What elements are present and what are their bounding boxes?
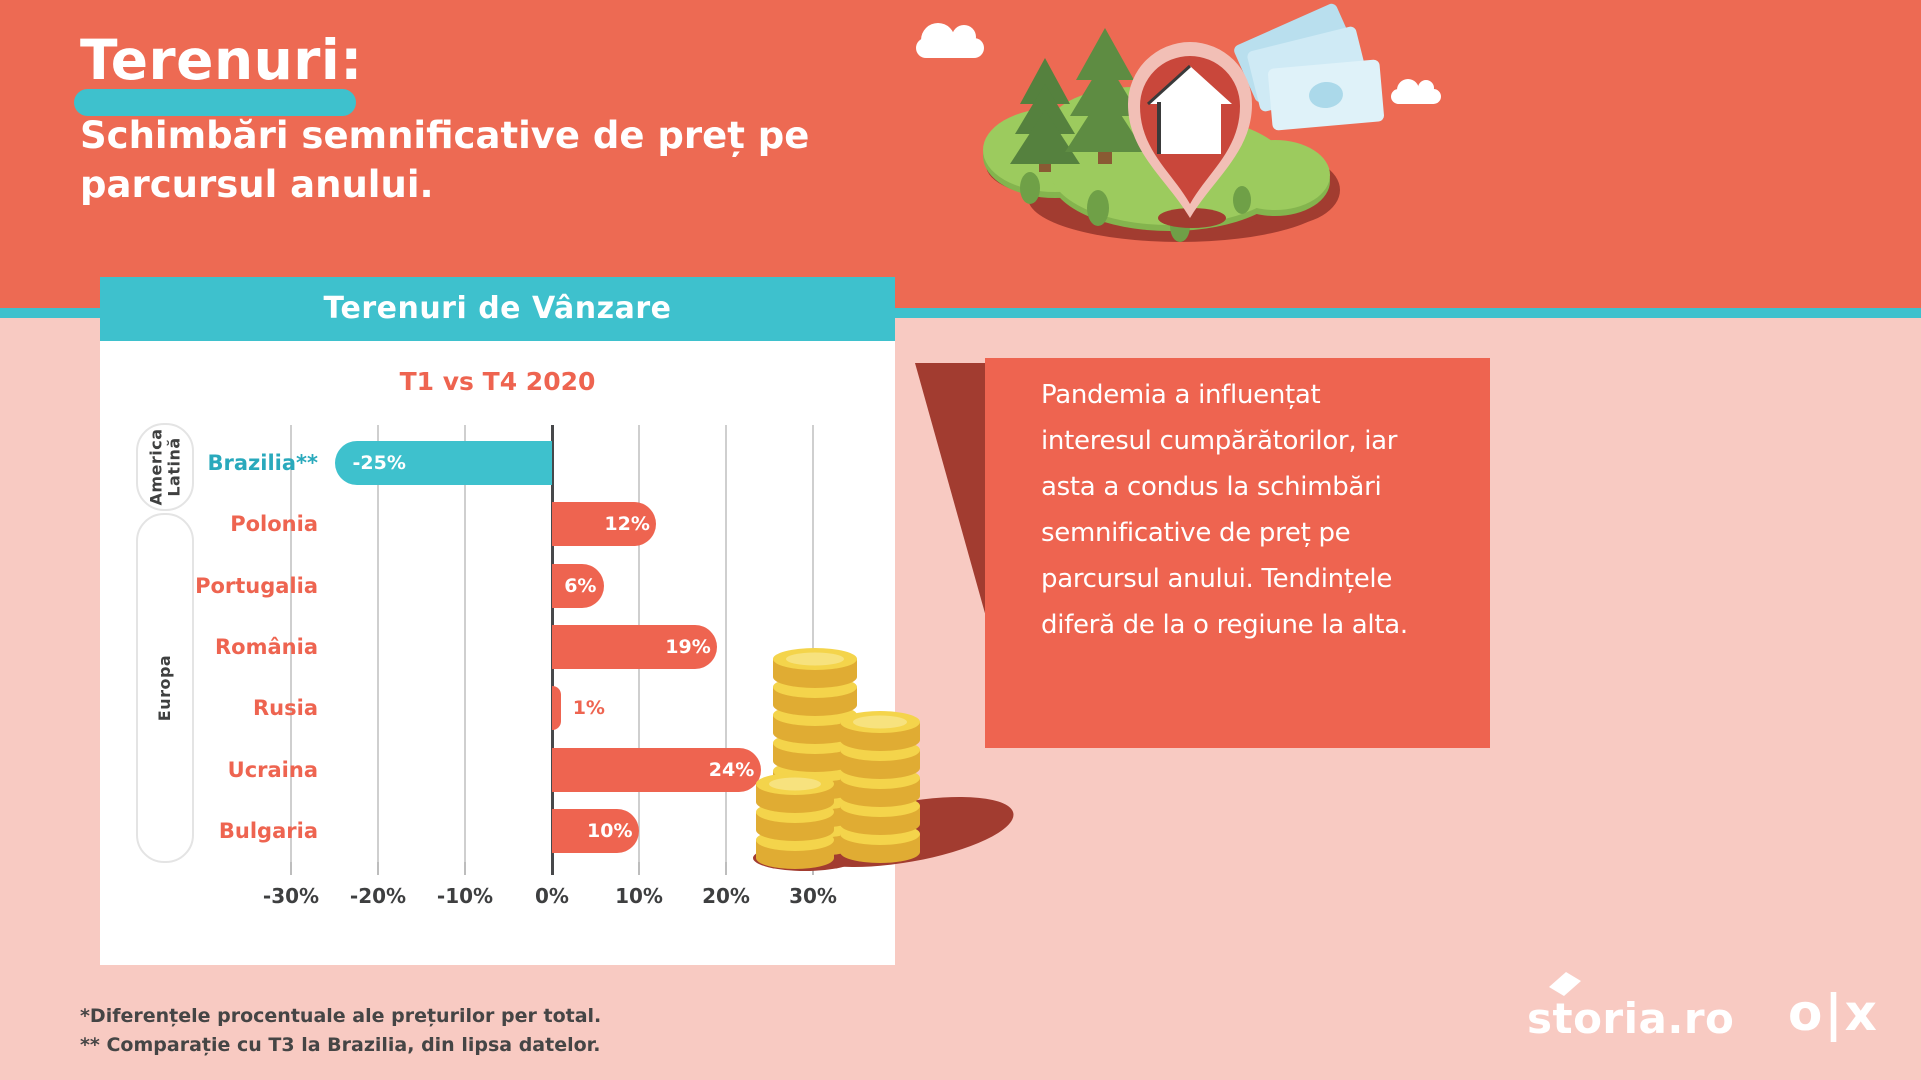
x-tick-label: -20% [349, 884, 407, 908]
axis-tick [638, 862, 640, 875]
country-label: Brazilia** [207, 451, 319, 475]
bar-value-label: 10% [587, 819, 633, 842]
gridline [377, 425, 379, 862]
bar-chart-plot: -30% -20% -10% 0% 10% 20% 30% Brazilia** -25% Pol… [100, 277, 895, 965]
banknotes-icon [1234, 3, 1384, 131]
gridline [725, 425, 727, 862]
bar [334, 441, 552, 485]
group-label: Europa [155, 654, 175, 722]
callout-line: asta a condus la schimbări [1041, 472, 1382, 502]
bar-value-label: 12% [604, 513, 650, 536]
callout-line: Pandemia a influențat [1041, 380, 1321, 410]
page-subtitle: Schimbări semnificative de preț pe parcu… [80, 114, 810, 206]
bar [552, 686, 561, 731]
group-pill-america-latina: America Latină [136, 423, 194, 511]
footnote: *Diferențele procentuale ale prețurilor … [80, 1002, 601, 1061]
group-label: America Latină [146, 428, 183, 506]
title-underline [74, 89, 356, 116]
footnote-line-2: ** Comparație cu T3 la Brazilia, din lip… [80, 1034, 601, 1057]
x-tick-label: -10% [436, 884, 494, 908]
page-title: Terenuri: [80, 28, 363, 92]
bar-value-label: 1% [572, 697, 605, 720]
house-icon [1146, 64, 1232, 154]
callout-box: Pandemia a influențat interesul cumpărăt… [985, 358, 1490, 748]
callout-text: Pandemia a influențat interesul cumpărăt… [1041, 372, 1471, 648]
bar [552, 563, 605, 608]
axis-tick [550, 862, 554, 875]
chart-subtitle: T1 vs T4 2020 [399, 367, 596, 396]
callout-line: semnificative de preț pe [1041, 518, 1351, 548]
storia-logo: storia.ro [1527, 994, 1735, 1043]
cloud-icon [916, 23, 984, 58]
callout-tail-icon [915, 363, 1000, 667]
callout-line: parcursul anului. Tendințele [1041, 564, 1393, 594]
country-label: Portugalia [195, 573, 318, 598]
storia-roof-icon [1549, 972, 1581, 996]
gridline [812, 425, 814, 862]
x-tick-label: 20% [702, 884, 750, 908]
cloud-icon [1391, 79, 1441, 104]
bar-value-label: -25% [352, 452, 406, 474]
gold-coins-icon [753, 648, 1014, 871]
bar-value-label: 24% [708, 758, 755, 781]
bar [552, 624, 718, 669]
group-pill-europa: Europa [136, 513, 194, 863]
pine-trees-icon [1010, 28, 1145, 172]
x-tick-label: -30% [262, 884, 320, 908]
country-label: Polonia [230, 512, 318, 537]
bar-value-label: 19% [665, 635, 711, 658]
gridline [464, 425, 466, 862]
callout-line: interesul cumpărătorilor, iar [1041, 426, 1398, 456]
x-tick-label: 10% [615, 884, 663, 908]
callout-line: diferă de la o regiune la alta. [1041, 610, 1408, 640]
x-tick-label: 0% [535, 884, 569, 908]
bar [552, 502, 657, 547]
olx-logo: o|x [1788, 984, 1879, 1042]
x-tick-label: 30% [789, 884, 837, 908]
bar [552, 747, 761, 792]
country-label: Ucraina [227, 757, 318, 782]
country-label: Bulgaria [218, 818, 318, 843]
teal-divider-band [0, 308, 1921, 318]
axis-tick [290, 862, 292, 875]
axis-tick [464, 862, 466, 875]
footnote-line-1: *Diferențele procentuale ale prețurilor … [80, 1005, 602, 1027]
bar [552, 808, 639, 853]
gridline [290, 425, 292, 862]
axis-tick [725, 862, 727, 875]
axis-tick [377, 862, 379, 875]
land-illustration [916, 3, 1441, 242]
bar-value-label: 6% [564, 574, 597, 597]
country-label: Rusia [253, 696, 318, 721]
country-label: România [215, 634, 318, 659]
chart-title: Terenuri de Vânzare [100, 277, 895, 341]
location-pin-house-icon [1128, 42, 1252, 228]
